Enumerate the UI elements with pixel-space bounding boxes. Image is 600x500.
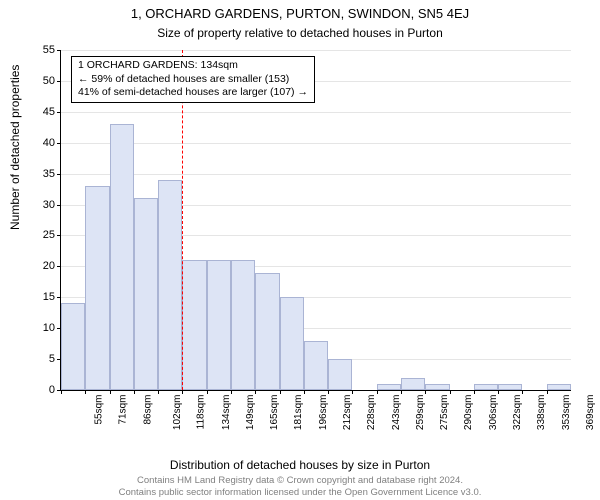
xtick-label: 102sqm [172, 395, 183, 431]
ytick-label: 55 [25, 44, 55, 56]
xtick-mark [158, 390, 159, 394]
ytick-label: 50 [25, 75, 55, 87]
gridline [61, 50, 571, 51]
chart-subtitle: Size of property relative to detached ho… [0, 26, 600, 40]
ytick-mark [57, 143, 61, 144]
gridline [61, 112, 571, 113]
xtick-mark [401, 390, 402, 394]
xtick-mark [498, 390, 499, 394]
xtick-label: 71sqm [118, 395, 129, 425]
ytick-label: 40 [25, 137, 55, 149]
ytick-label: 0 [25, 384, 55, 396]
ytick-label: 35 [25, 168, 55, 180]
annotation-box: 1 ORCHARD GARDENS: 134sqm← 59% of detach… [71, 56, 315, 103]
histogram-bar [377, 384, 401, 390]
xtick-mark [352, 390, 353, 394]
histogram-bar [85, 186, 109, 390]
annotation-line3: 41% of semi-detached houses are larger (… [78, 86, 308, 100]
ytick-label: 45 [25, 106, 55, 118]
xtick-label: 306sqm [488, 395, 499, 431]
histogram-bar [182, 260, 206, 390]
ytick-label: 5 [25, 353, 55, 365]
xtick-mark [328, 390, 329, 394]
ytick-mark [57, 81, 61, 82]
ytick-label: 20 [25, 260, 55, 272]
ytick-mark [57, 50, 61, 51]
histogram-bar [474, 384, 498, 390]
histogram-bar [158, 180, 182, 390]
chart-container: 051015202530354045505555sqm71sqm86sqm102… [60, 50, 570, 420]
histogram-bar [304, 341, 328, 390]
gridline [61, 174, 571, 175]
xtick-label: 353sqm [561, 395, 572, 431]
histogram-bar [280, 297, 304, 390]
xtick-label: 134sqm [221, 395, 232, 431]
histogram-bar [425, 384, 449, 390]
xtick-mark [110, 390, 111, 394]
y-axis-label: Number of detached properties [8, 65, 22, 230]
histogram-bar [207, 260, 231, 390]
histogram-bar [547, 384, 571, 390]
xtick-mark [377, 390, 378, 394]
xtick-label: 228sqm [366, 395, 377, 431]
ytick-label: 25 [25, 229, 55, 241]
xtick-label: 212sqm [342, 395, 353, 431]
plot-area: 051015202530354045505555sqm71sqm86sqm102… [60, 50, 571, 391]
xtick-label: 118sqm [196, 395, 207, 430]
xtick-mark [231, 390, 232, 394]
ytick-mark [57, 112, 61, 113]
xtick-mark [522, 390, 523, 394]
histogram-bar [110, 124, 134, 390]
histogram-bar [401, 378, 425, 390]
ytick-mark [57, 297, 61, 298]
ytick-mark [57, 205, 61, 206]
histogram-bar [255, 273, 279, 390]
xtick-mark [280, 390, 281, 394]
histogram-bar [328, 359, 352, 390]
xtick-mark [304, 390, 305, 394]
footer-attribution: Contains HM Land Registry data © Crown c… [0, 475, 600, 498]
xtick-mark [547, 390, 548, 394]
histogram-bar [498, 384, 522, 390]
xtick-label: 369sqm [585, 395, 596, 431]
xtick-label: 243sqm [391, 395, 402, 431]
histogram-bar [231, 260, 255, 390]
xtick-mark [474, 390, 475, 394]
ytick-label: 15 [25, 291, 55, 303]
xtick-mark [450, 390, 451, 394]
ytick-label: 10 [25, 322, 55, 334]
xtick-label: 259sqm [415, 395, 426, 431]
xtick-mark [134, 390, 135, 394]
ytick-mark [57, 266, 61, 267]
chart-title: 1, ORCHARD GARDENS, PURTON, SWINDON, SN5… [0, 6, 600, 21]
xtick-label: 165sqm [269, 395, 280, 431]
histogram-bar [134, 198, 158, 390]
xtick-mark [61, 390, 62, 394]
xtick-mark [255, 390, 256, 394]
footer-line1: Contains HM Land Registry data © Crown c… [137, 475, 463, 486]
annotation-line1: 1 ORCHARD GARDENS: 134sqm [78, 59, 308, 73]
xtick-label: 196sqm [318, 395, 329, 431]
xtick-label: 290sqm [464, 395, 475, 431]
xtick-label: 181sqm [294, 395, 305, 431]
ytick-mark [57, 235, 61, 236]
x-axis-label: Distribution of detached houses by size … [0, 458, 600, 472]
footer-line2: Contains public sector information licen… [119, 487, 482, 498]
xtick-label: 322sqm [512, 395, 523, 431]
xtick-mark [182, 390, 183, 394]
ytick-mark [57, 174, 61, 175]
histogram-bar [61, 303, 85, 390]
xtick-mark [425, 390, 426, 394]
annotation-line2: ← 59% of detached houses are smaller (15… [78, 73, 308, 87]
xtick-label: 149sqm [245, 395, 256, 431]
xtick-label: 275sqm [439, 395, 450, 431]
xtick-mark [207, 390, 208, 394]
xtick-label: 55sqm [94, 395, 105, 425]
gridline [61, 143, 571, 144]
xtick-mark [85, 390, 86, 394]
xtick-label: 338sqm [536, 395, 547, 431]
xtick-label: 86sqm [142, 395, 153, 425]
ytick-label: 30 [25, 199, 55, 211]
